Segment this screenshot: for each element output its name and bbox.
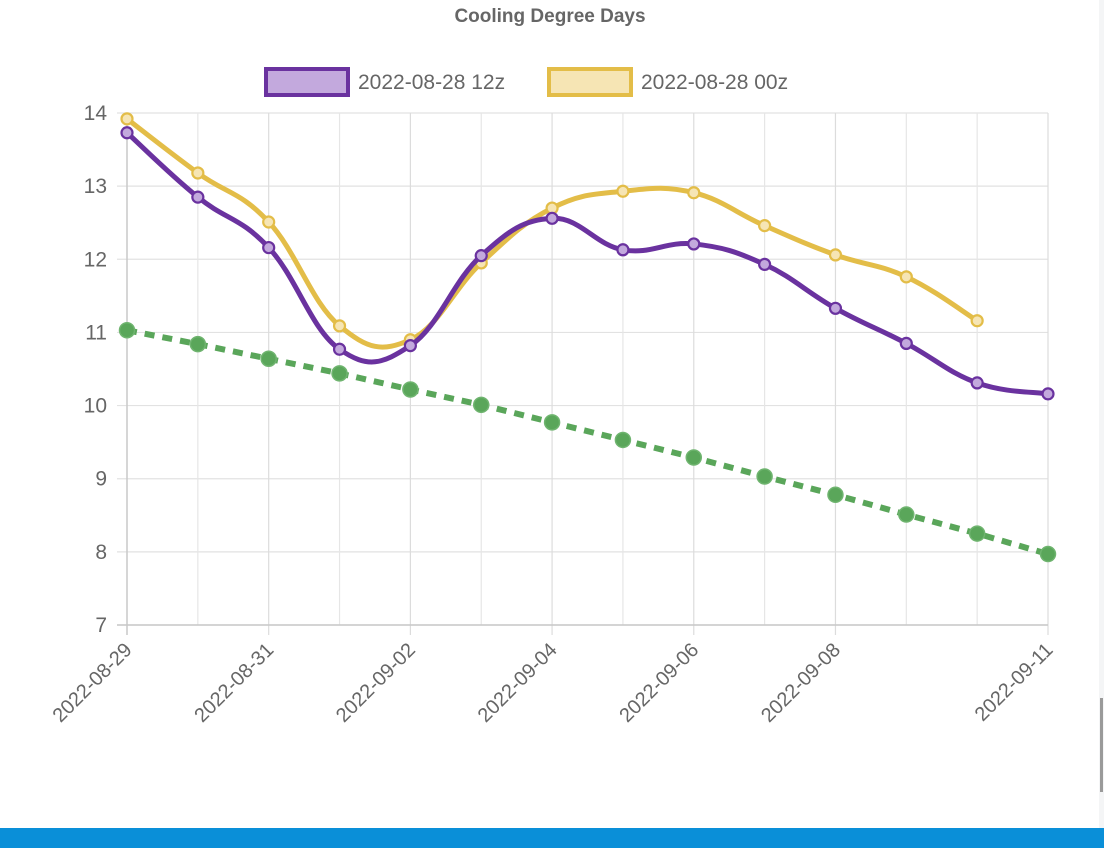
data-point: [403, 338, 417, 353]
data-point: [262, 240, 276, 255]
data-point: [332, 319, 347, 333]
data-point: [118, 321, 136, 339]
y-tick-label: 7: [95, 614, 107, 637]
data-point: [687, 186, 701, 200]
x-tick-label: 2022-09-02: [332, 639, 420, 727]
data-point: [616, 243, 630, 257]
data-point: [1039, 545, 1057, 563]
data-point: [120, 126, 134, 140]
legend-swatch: [264, 67, 350, 97]
data-point: [545, 211, 559, 225]
data-point: [402, 381, 419, 398]
data-point: [616, 184, 630, 198]
x-tick-label: 2022-09-04: [474, 639, 562, 727]
y-tick-label: 10: [84, 395, 107, 418]
data-point: [472, 396, 490, 414]
data-point: [968, 525, 986, 542]
data-point: [191, 190, 205, 204]
data-point: [474, 249, 488, 263]
legend-label: 2022-08-28 12z: [358, 71, 505, 94]
data-point: [898, 506, 915, 523]
data-point: [1041, 387, 1055, 401]
data-point: [899, 270, 913, 284]
legend-label: 2022-08-28 00z: [641, 71, 788, 94]
data-point: [614, 431, 632, 449]
y-tick-label: 8: [95, 541, 107, 564]
series-line: [126, 327, 1049, 557]
chart-title: Cooling Degree Days: [454, 6, 645, 27]
data-point: [191, 166, 205, 180]
x-tick-label: 2022-08-31: [190, 639, 278, 727]
data-point: [332, 342, 347, 356]
footer-bar: [0, 828, 1104, 848]
data-point: [758, 219, 772, 233]
scrollbar-thumb[interactable]: [1100, 698, 1103, 792]
data-point: [543, 414, 561, 431]
data-point: [189, 335, 207, 353]
grid: 7 8 9 10 11 12 13 14: [84, 102, 1049, 637]
series-line: [124, 130, 1051, 397]
x-tick-label: 2022-08-29: [49, 639, 137, 727]
data-point: [331, 365, 348, 382]
y-tick-label: 11: [85, 321, 107, 344]
legend-item[interactable]: 2022-08-28 00z: [547, 67, 788, 97]
legend-swatch: [547, 67, 633, 97]
data-point: [828, 301, 843, 315]
y-tick-label: 9: [95, 468, 107, 491]
legend-item[interactable]: 2022-08-28 12z: [264, 67, 505, 97]
data-point: [827, 486, 844, 504]
data-point: [687, 237, 701, 251]
y-tick-label: 14: [84, 102, 108, 125]
x-tick-label: 2022-09-06: [615, 639, 703, 727]
data-point: [685, 449, 703, 466]
data-point: [970, 314, 984, 328]
y-tick-label: 12: [84, 248, 107, 271]
scrollbar-track[interactable]: [1099, 0, 1104, 828]
data-point: [899, 336, 913, 350]
data-point: [260, 350, 277, 368]
data-point: [262, 215, 276, 229]
x-tick-label: 2022-09-11: [971, 639, 1058, 726]
data-point: [828, 248, 843, 262]
data-point: [120, 112, 134, 126]
data-point: [756, 468, 773, 485]
series: [120, 126, 1055, 401]
x-tick-label: 2022-09-08: [757, 639, 845, 727]
data-point: [970, 376, 984, 390]
y-tick-label: 13: [84, 175, 107, 198]
series: [118, 321, 1057, 563]
data-point: [758, 257, 772, 272]
